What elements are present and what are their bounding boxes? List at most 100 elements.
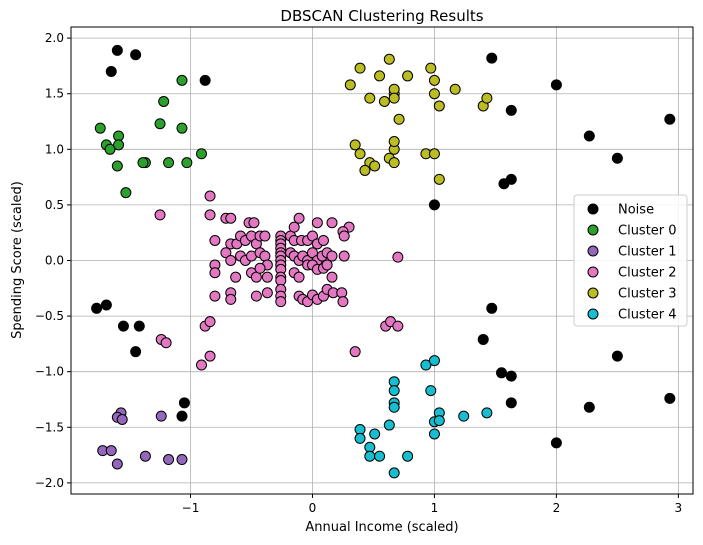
cluster-4-point [374, 450, 386, 462]
cluster-2-point [209, 267, 221, 279]
noise-point [550, 79, 562, 91]
y-axis-label: Spending Score (scaled) [10, 181, 25, 339]
noise-point [505, 104, 517, 116]
cluster-4-point [402, 450, 414, 462]
cluster-2-point [306, 247, 318, 259]
cluster-0-point [181, 157, 193, 169]
legend-label-cluster-3: Cluster 3 [618, 287, 677, 302]
noise-point [611, 350, 623, 362]
cluster-2-point [160, 337, 172, 349]
cluster-4-point [433, 415, 445, 427]
noise-point [583, 130, 595, 142]
x-tick-label: −1 [182, 501, 200, 515]
cluster-0-point [120, 187, 132, 199]
cluster-1-point [155, 410, 167, 422]
cluster-2-point [275, 296, 287, 308]
x-axis-ticks: −1 0 1 2 3 [182, 494, 682, 515]
legend-label-cluster-0: Cluster 0 [618, 224, 677, 239]
cluster-4-point [369, 428, 381, 440]
noise-point [611, 152, 623, 164]
noise-point [105, 65, 117, 77]
cluster-2-point [261, 271, 273, 283]
cluster-4-point [425, 385, 437, 397]
cluster-2-point [311, 217, 323, 229]
cluster-3-point [428, 88, 440, 100]
y-tick-label: 0.0 [45, 254, 64, 268]
noise-point [91, 302, 103, 314]
cluster-2-point [293, 212, 305, 224]
noise-point [550, 437, 562, 449]
cluster-3-point [388, 157, 400, 169]
cluster-2-point [154, 209, 166, 221]
cluster-3-point [344, 79, 356, 91]
legend-box [573, 194, 688, 327]
cluster-2-point [195, 359, 207, 371]
cluster-4-point [481, 407, 493, 419]
cluster-2-point [392, 251, 404, 263]
cluster-4-point [420, 359, 432, 371]
x-axis-label: Annual Income (scaled) [305, 520, 458, 535]
y-tick-label: −1.5 [35, 420, 64, 434]
y-tick-label: 0.5 [45, 198, 64, 212]
noise-point [505, 397, 517, 409]
cluster-3-point [359, 164, 371, 176]
noise-point [477, 333, 489, 345]
cluster-4-point [388, 467, 400, 479]
cluster-2-point [209, 290, 221, 302]
y-axis-ticks: −2.0 −1.5 −1.0 −0.5 0.0 0.5 1.0 1.5 2.0 [35, 31, 71, 490]
cluster-3-point [388, 136, 400, 148]
cluster-2-point [326, 271, 338, 283]
cluster-4-point [354, 432, 366, 444]
noise-point [133, 320, 145, 332]
noise-point [178, 397, 190, 409]
cluster-4-point [364, 450, 376, 462]
cluster-2-point [326, 250, 338, 262]
cluster-2-point [250, 290, 262, 302]
cluster-3-point [388, 92, 400, 104]
cluster-2-point [392, 320, 404, 332]
cluster-2-point [336, 287, 348, 299]
cluster-3-point [383, 53, 395, 65]
x-tick-label: 0 [309, 501, 317, 515]
cluster-2-point [306, 230, 318, 242]
cluster-0-point [113, 139, 125, 151]
cluster-2-point [349, 346, 361, 358]
noise-point [428, 199, 440, 211]
cluster-3-point [481, 92, 493, 104]
legend-marker-noise [587, 203, 599, 215]
noise-point [486, 302, 498, 314]
noise-point [100, 299, 112, 311]
cluster-0-point [158, 95, 170, 107]
cluster-3-point [354, 148, 366, 160]
cluster-3-point [433, 173, 445, 185]
cluster-3-point [378, 95, 390, 107]
noise-point [505, 173, 517, 185]
cluster-1-point [176, 454, 188, 466]
cluster-1-point [163, 454, 175, 466]
noise-point [117, 320, 129, 332]
cluster-0-point [137, 157, 149, 169]
cluster-4-point [388, 401, 400, 413]
noise-point [583, 401, 595, 413]
cluster-2-point [261, 287, 273, 299]
data-points [91, 44, 676, 479]
cluster-4-point [428, 355, 440, 367]
cluster-3-point [374, 70, 386, 82]
legend-marker-cluster-3 [587, 287, 599, 299]
y-tick-label: 1.0 [45, 142, 64, 156]
cluster-3-point [349, 139, 361, 151]
legend-label-cluster-2: Cluster 2 [618, 266, 677, 281]
cluster-0-point [94, 122, 106, 134]
noise-point [664, 113, 676, 125]
cluster-3-point [393, 113, 405, 125]
cluster-2-point [225, 212, 237, 224]
cluster-0-point [176, 122, 188, 134]
x-tick-label: 2 [553, 501, 561, 515]
cluster-0-point [104, 143, 116, 155]
cluster-3-point [364, 92, 376, 104]
cluster-0-point [154, 118, 166, 130]
noise-point [111, 44, 123, 56]
cluster-2-point [259, 230, 271, 242]
noise-point [130, 49, 142, 61]
